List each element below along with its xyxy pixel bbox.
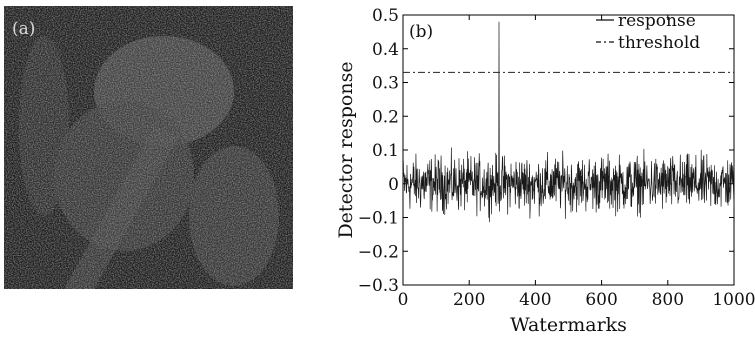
legend-label-response: response: [618, 11, 696, 31]
detector-response-chart: 0 200 400 600 800 1000 −0.3 −0.2 −0.1 0 0.1 0.2 0.3 0…: [335, 6, 755, 336]
y-tick-label: 0: [388, 175, 399, 195]
x-tick-label: 1000: [712, 290, 755, 310]
y-tick-label: 0.1: [372, 141, 399, 161]
x-tick-label: 200: [453, 290, 485, 310]
panel-a-label: (a): [12, 19, 35, 39]
watermarked-image-panel: (a): [4, 6, 293, 289]
y-tick-label: 0.4: [372, 40, 399, 60]
y-tick-label: −0.2: [358, 242, 399, 262]
y-axis-label: Detector response: [335, 61, 357, 238]
x-tick-label: 800: [652, 290, 684, 310]
response-line: [402, 21, 735, 223]
noisy-image: (a): [4, 6, 293, 289]
y-tick-label: 0.5: [372, 6, 399, 26]
x-tick-label: 400: [519, 290, 551, 310]
y-tick-label: 0.2: [372, 107, 399, 127]
plot-frame: [402, 14, 735, 286]
x-tick-label: 600: [585, 290, 617, 310]
legend-label-threshold: threshold: [618, 33, 700, 53]
x-tick-label: 0: [398, 290, 409, 310]
x-axis-label: Watermarks: [510, 314, 627, 336]
y-tick-label: −0.3: [358, 276, 399, 296]
y-tick-label: −0.1: [358, 209, 399, 229]
panel-b-label: (b): [409, 22, 433, 42]
y-tick-label: 0.3: [372, 74, 399, 94]
